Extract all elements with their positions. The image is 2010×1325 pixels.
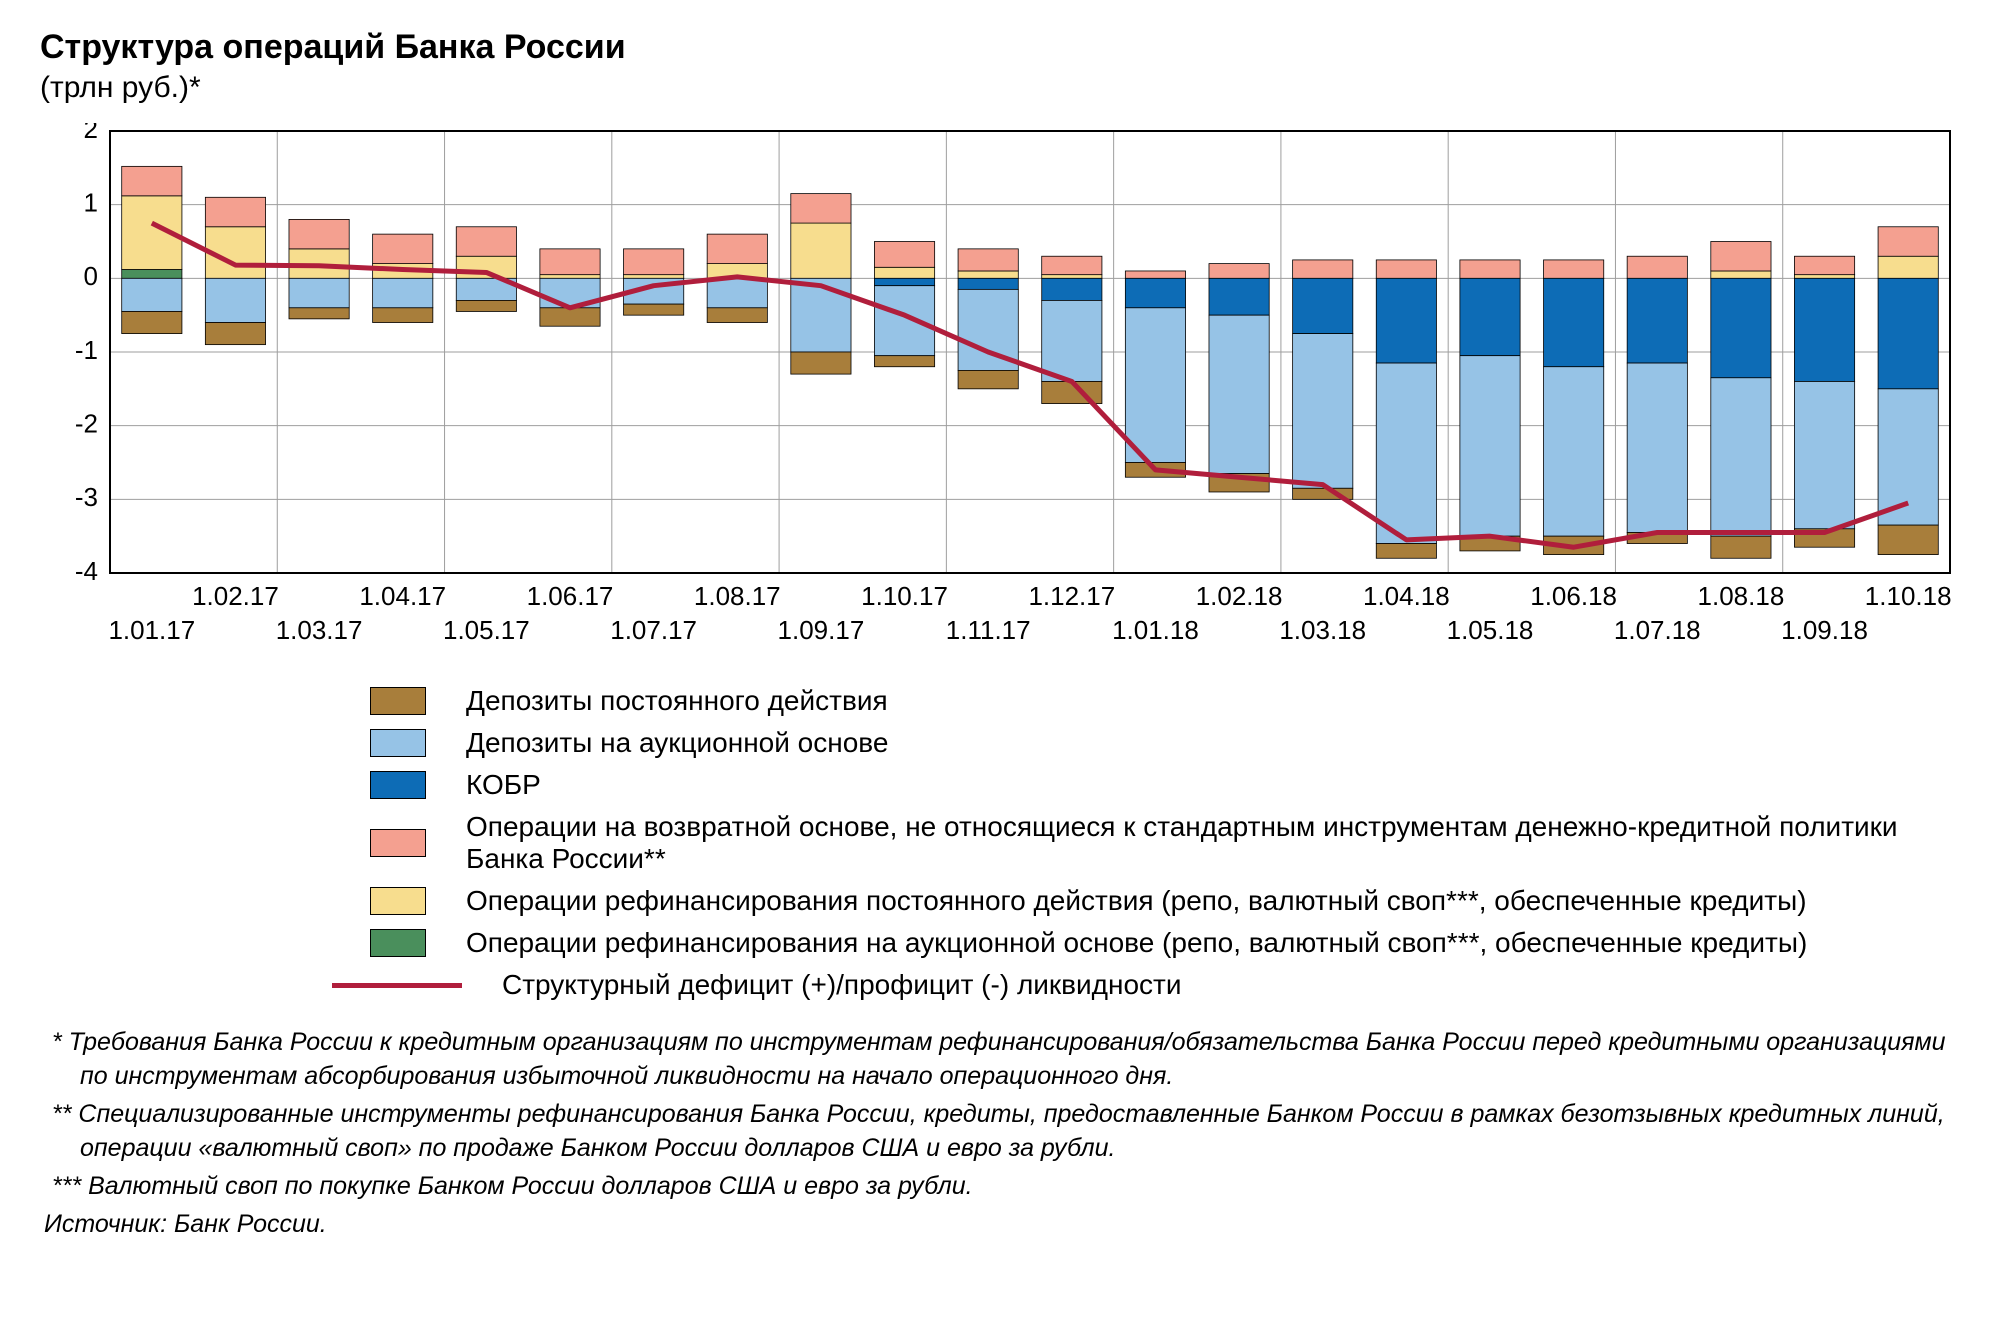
svg-text:1.10.18: 1.10.18 [1865,581,1952,611]
footnote-3: *** Валютный своп по покупке Банком Росс… [44,1169,1966,1203]
svg-text:0: 0 [84,261,98,291]
svg-text:1.08.18: 1.08.18 [1698,581,1785,611]
legend-swatch [370,887,426,915]
legend-item-refi_auc: Операции рефинансирования на аукционной … [370,927,1970,959]
svg-text:2: 2 [84,123,98,144]
legend-swatch [370,829,426,857]
svg-text:1.03.17: 1.03.17 [276,615,363,645]
svg-text:1.09.18: 1.09.18 [1781,615,1868,645]
svg-text:1.05.17: 1.05.17 [443,615,530,645]
legend-item-dep_perm: Депозиты постоянного действия [370,685,1970,717]
svg-text:1.06.17: 1.06.17 [527,581,614,611]
svg-text:1.12.17: 1.12.17 [1028,581,1115,611]
legend-label: Операции на возвратной основе, не относя… [466,811,1970,875]
svg-text:1.04.18: 1.04.18 [1363,581,1450,611]
legend-line-swatch [332,983,462,988]
svg-text:-3: -3 [75,482,98,512]
source-line: Источник: Банк России. [44,1207,1966,1241]
svg-text:1: 1 [84,188,98,218]
svg-text:1.11.17: 1.11.17 [946,615,1031,645]
svg-text:-4: -4 [75,556,98,586]
legend-swatch [370,771,426,799]
footnote-2: ** Специализированные инструменты рефина… [44,1097,1966,1165]
svg-text:1.05.18: 1.05.18 [1447,615,1534,645]
chart-container: 2 1 0 -1 -2 -3 -4 1.02.17 1.04.17 1.06.17 1.08.17 1… [50,123,1960,663]
legend-item-dep_auc: Депозиты на аукционной основе [370,727,1970,759]
legend-label: КОБР [466,769,541,801]
svg-text:1.02.17: 1.02.17 [192,581,279,611]
svg-text:1.07.18: 1.07.18 [1614,615,1701,645]
footnote-1: * Требования Банка России к кредитным ор… [44,1025,1966,1093]
legend-item-refi_perm: Операции рефинансирования постоянного де… [370,885,1970,917]
legend-swatch [370,929,426,957]
svg-text:1.02.18: 1.02.18 [1196,581,1283,611]
svg-text:1.04.17: 1.04.17 [359,581,446,611]
legend-swatch [370,687,426,715]
legend-label: Структурный дефицит (+)/профицит (-) лик… [502,969,1182,1001]
chart-subtitle: (трлн руб.)* [40,71,1970,105]
svg-text:1.09.17: 1.09.17 [778,615,865,645]
chart-title: Структура операций Банка России [40,28,1970,67]
legend-item-line: Структурный дефицит (+)/профицит (-) лик… [370,969,1970,1001]
legend: Депозиты постоянного действия Депозиты на… [370,685,1970,1001]
svg-text:1.06.18: 1.06.18 [1530,581,1617,611]
legend-swatch [370,729,426,757]
chart-svg: 2 1 0 -1 -2 -3 -4 1.02.17 1.04.17 1.06.17 1.08.17 1… [50,123,1960,663]
svg-text:-2: -2 [75,409,98,439]
svg-text:1.01.17: 1.01.17 [108,615,195,645]
svg-text:1.03.18: 1.03.18 [1279,615,1366,645]
legend-label: Операции рефинансирования на аукционной … [466,927,1807,959]
legend-label: Операции рефинансирования постоянного де… [466,885,1807,917]
page-root: Структура операций Банка России (трлн ру… [0,0,2010,1325]
svg-text:1.07.17: 1.07.17 [610,615,697,645]
footnotes: * Требования Банка России к кредитным ор… [40,1025,1970,1241]
legend-item-kobr: КОБР [370,769,1970,801]
svg-text:1.08.17: 1.08.17 [694,581,781,611]
svg-text:1.01.18: 1.01.18 [1112,615,1199,645]
svg-text:1.10.17: 1.10.17 [861,581,948,611]
legend-item-ops_nonstd: Операции на возвратной основе, не относя… [370,811,1970,875]
legend-label: Депозиты на аукционной основе [466,727,888,759]
svg-text:-1: -1 [75,335,98,365]
legend-label: Депозиты постоянного действия [466,685,888,717]
